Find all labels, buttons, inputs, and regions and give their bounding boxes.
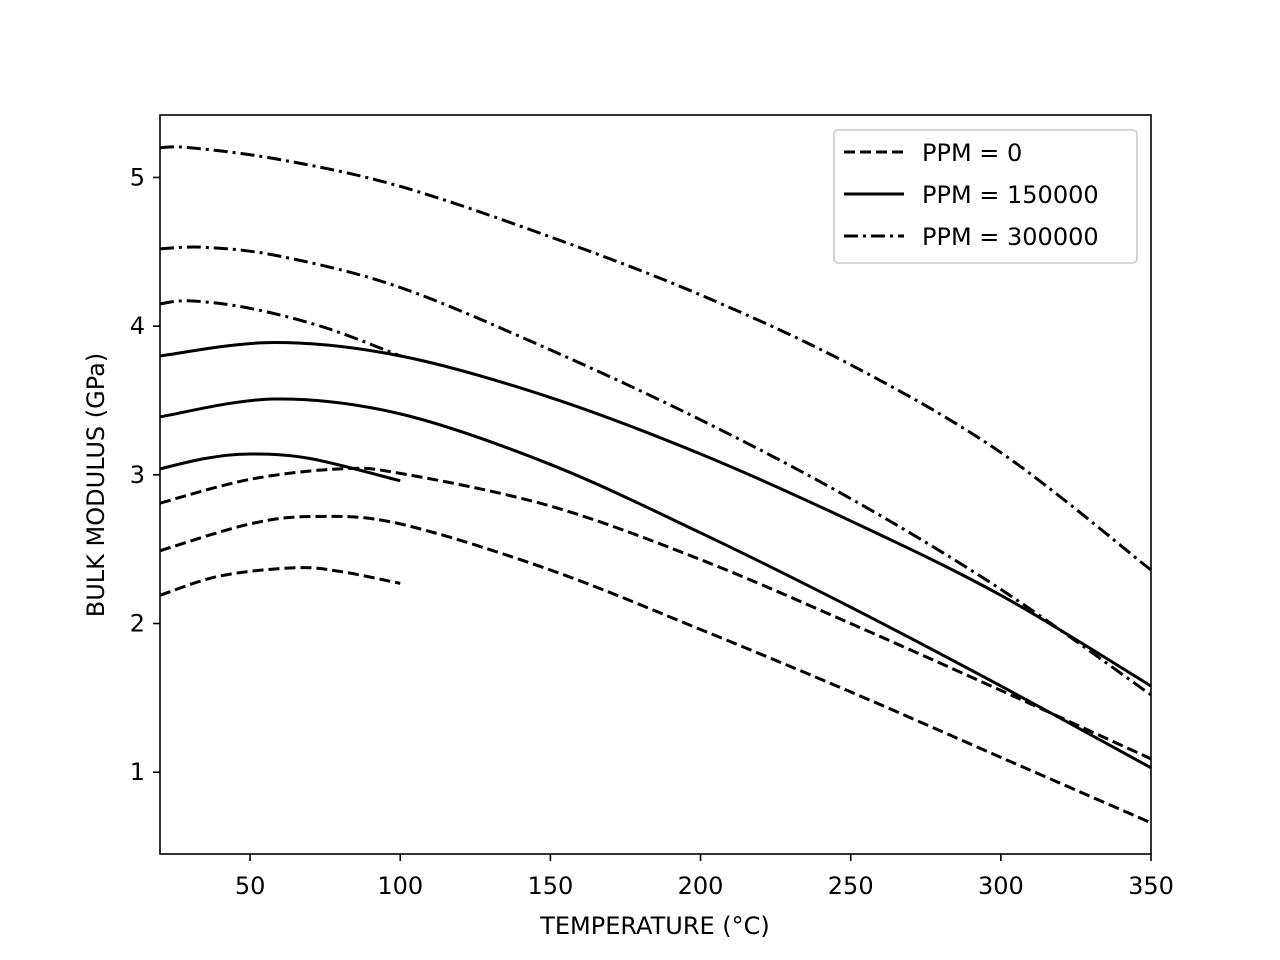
- x-tick-label: 150: [527, 872, 573, 900]
- series-line-dashed-3: [159, 466, 1152, 761]
- legend-label-ppm-0: PPM = 0: [922, 139, 1022, 167]
- x-axis-title: TEMPERATURE (°C): [539, 912, 770, 940]
- x-axis: 50 100 150 200 250 300 350: [235, 854, 1174, 900]
- x-tick-label: 300: [978, 872, 1024, 900]
- legend-label-ppm-300000: PPM = 300000: [922, 223, 1099, 251]
- y-tick-label: 1: [130, 758, 145, 786]
- series-line-dashed-2: [159, 514, 1152, 825]
- y-tick-label: 2: [130, 610, 145, 638]
- y-axis: 1 2 3 4 5: [130, 163, 160, 786]
- series-line-solid-6: [159, 340, 1152, 688]
- legend-label-ppm-150000: PPM = 150000: [922, 181, 1099, 209]
- y-tick-label: 3: [130, 461, 145, 489]
- y-axis-title: BULK MODULUS (GPa): [82, 353, 110, 617]
- x-tick-label: 50: [235, 872, 266, 900]
- series-line-dashed-1: [159, 566, 401, 597]
- x-tick-label: 100: [377, 872, 423, 900]
- y-tick-label: 5: [130, 163, 145, 191]
- x-tick-label: 250: [828, 872, 874, 900]
- x-tick-label: 200: [678, 872, 724, 900]
- series-line-solid-4: [159, 452, 401, 483]
- legend-frame: [833, 129, 1138, 264]
- series-line-solid-5: [159, 397, 1152, 770]
- plot-frame: [159, 114, 1152, 855]
- series-line-dashdot-7: [159, 299, 401, 358]
- series-line-dashdot-8: [159, 245, 1152, 697]
- y-tick-label: 4: [130, 312, 145, 340]
- x-tick-label: 350: [1128, 872, 1174, 900]
- series-layer: [159, 145, 1152, 825]
- legend: PPM = 0 PPM = 150000 PPM = 300000: [833, 129, 1138, 264]
